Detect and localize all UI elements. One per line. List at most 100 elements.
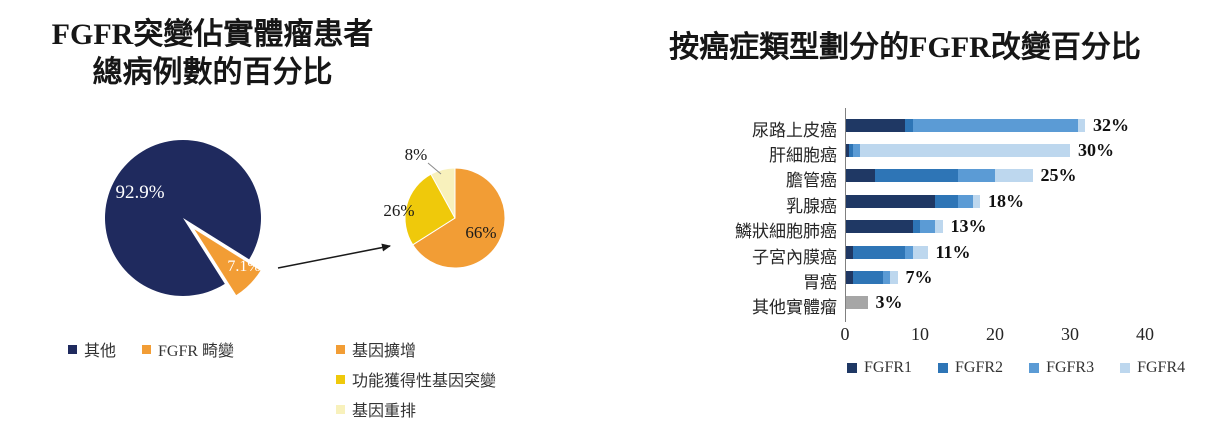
bar-segment-FGFR2 (935, 194, 958, 208)
bar-segment-FGFR4 (912, 245, 928, 259)
bar-value-label: 13% (950, 216, 987, 237)
y-axis-line (845, 108, 846, 322)
bar-value-label: 18% (988, 190, 1024, 211)
category-label: 肝細胞癌 (769, 145, 837, 165)
bar-segment-FGFR4 (860, 143, 1070, 157)
category-label: 膽管癌 (786, 171, 837, 191)
x-tick-label: 0 (840, 324, 850, 344)
bar-chart-title: 按癌症類型劃分的FGFR改變百分比 (669, 31, 1141, 64)
sub-pie-slice (412, 167, 506, 269)
legend-swatch (938, 363, 949, 373)
stacked-bar (845, 194, 980, 208)
bar-segment-FGFR2 (875, 169, 958, 183)
bar-row: 胃癌 7% (565, 265, 1231, 292)
category-label: 胃癌 (803, 272, 837, 292)
category-label: 其他實體瘤 (752, 298, 837, 318)
stacked-bar (845, 143, 1070, 157)
bar-value-label: 11% (935, 241, 971, 262)
sub-pie-legend: 基因擴增功能獲得性基因突變基因重排 (336, 337, 496, 421)
bar-value-label: 7% (905, 266, 933, 287)
legend-label: FGFR2 (955, 359, 1004, 376)
pie-slice-fgfr-aberration (194, 229, 261, 296)
legend-swatch (847, 363, 857, 373)
bar-value-label: 25% (1040, 165, 1077, 186)
legend-item: 基因重排 (336, 397, 496, 421)
legend-swatch (68, 344, 77, 354)
x-tick-label: 20 (986, 324, 1004, 344)
bar-chart-panel: 按癌症類型劃分的FGFR改變百分比 尿路上皮癌 32% 肝細胞癌 30% 膽管癌 25% 乳… (565, 0, 1231, 443)
main-pie-legend: 其他 FGFR 畸變 (68, 337, 234, 361)
bar-segment-FGFR3 (912, 118, 1078, 132)
category-label: 乳腺癌 (786, 196, 837, 216)
legend-item: FGFR4 (1120, 359, 1185, 377)
pie-label: 8% (405, 145, 428, 164)
x-tick-label: 10 (911, 324, 929, 344)
legend-item: 基因擴增 (336, 337, 496, 361)
pie-charts-canvas: 92.9% 7.1% 66% 26% 8% (104, 140, 506, 297)
bar-segment-FGFR2 (852, 245, 905, 259)
bar-row: 膽管癌 25% (565, 163, 1231, 191)
bar-segment-FGFR2 (852, 270, 883, 284)
bar-segment-FGFR4 (935, 220, 943, 234)
bar-segment-FGFR3 (905, 245, 913, 259)
bar-segment-FGFR3 (957, 194, 973, 208)
legend-item: 其他 (68, 337, 116, 361)
sub-pie-slice (430, 167, 456, 219)
stacked-bar (845, 220, 943, 234)
x-tick-label: 30 (1061, 324, 1079, 344)
category-label: 鱗狀細胞肺癌 (735, 222, 837, 242)
legend-label: 其他 (84, 343, 117, 360)
bar-segment-FGFR1 (845, 220, 913, 234)
legend-swatch (142, 344, 152, 354)
bar-segment-FGFR3 (882, 270, 890, 284)
legend-label: FGFR 畸變 (158, 343, 235, 360)
bar-segment-FGFR4 (972, 194, 980, 208)
bar-value-label: 30% (1078, 139, 1114, 160)
bar-row: 鱗狀細胞肺癌 13% (565, 214, 1231, 242)
leader-line (427, 162, 442, 175)
bar-value-label: 32% (1093, 114, 1129, 135)
bar-row: 其他實體瘤 3% (565, 290, 1231, 318)
pie-chart-title: FGFR突變佔實體瘤患者 總病例數的百分比 (10, 16, 415, 93)
legend-label: 功能獲得性基因突變 (352, 373, 497, 390)
bar-segment-FGFR1 (845, 118, 905, 132)
category-label: 子宮內膜癌 (752, 247, 837, 267)
pie-label: 7.1% (227, 258, 260, 275)
bar-segment-FGFR3 (920, 220, 935, 234)
pie-slice-other (104, 140, 261, 297)
bar-segment-FGFR3 (852, 143, 860, 157)
legend-swatch (336, 344, 345, 354)
legend-label: FGFR3 (1046, 359, 1095, 376)
legend-item: 功能獲得性基因突變 (336, 367, 496, 391)
legend-item: FGFR2 (938, 359, 1003, 377)
stacked-bar (845, 169, 1033, 183)
bar-segment-FGFR2 (905, 118, 913, 132)
pie-chart-panel: FGFR突變佔實體瘤患者 總病例數的百分比 92.9% 7.1% 66% 26% 8% … (0, 0, 565, 443)
legend-item: FGFR3 (1029, 359, 1094, 377)
stacked-bar (845, 296, 868, 310)
legend-swatch (1120, 363, 1131, 373)
bar-value-label: 3% (875, 292, 903, 313)
bar-segment-FGFR1 (845, 270, 853, 284)
bar-legend: FGFR1 FGFR2 FGFR3 FGFR4 (847, 359, 1185, 377)
pie-label: 66% (465, 223, 496, 242)
pie-label: 26% (383, 201, 414, 220)
stacked-bar (845, 245, 928, 259)
pie-label: 92.9% (115, 182, 164, 203)
stacked-bar (845, 270, 898, 284)
bar-segment-FGFR1 (845, 143, 849, 157)
bar-segment-FGFR4 (995, 169, 1033, 183)
legend-label: 基因擴增 (352, 343, 417, 360)
stacked-bar (845, 118, 1085, 132)
bar-row: 子宮內膜癌 11% (565, 240, 1231, 267)
bar-segment-FGFR2 (912, 220, 920, 234)
legend-swatch (1029, 363, 1040, 373)
legend-swatch (336, 374, 345, 384)
pie-title-line2: 總病例數的百分比 (92, 56, 333, 90)
sub-pie-slice (404, 173, 456, 246)
pie-title-line1: FGFR突變佔實體瘤患者 (51, 18, 374, 51)
legend-label: FGFR1 (864, 359, 913, 376)
legend-item: FGFR1 (847, 359, 912, 377)
bar-row: 乳腺癌 18% (565, 189, 1231, 216)
